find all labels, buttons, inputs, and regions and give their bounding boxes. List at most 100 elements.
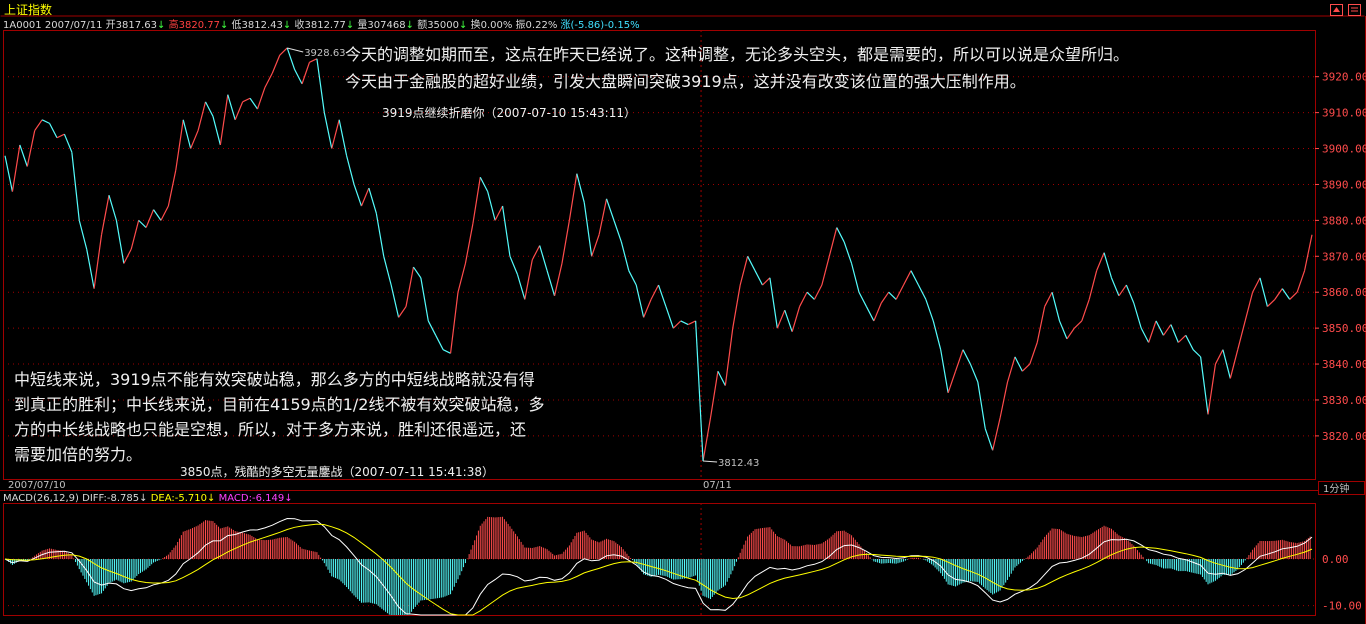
price-segment <box>754 270 763 286</box>
price-segment <box>962 349 971 365</box>
price-segment <box>93 234 103 289</box>
price-segment <box>524 259 533 300</box>
price-segment <box>672 320 682 329</box>
macd-value: -6.149 <box>251 493 285 504</box>
down-arrow-icon: ↓ <box>405 20 414 31</box>
price-tick-label: 3900.00 <box>1322 143 1366 156</box>
settings-icon[interactable] <box>1348 2 1362 16</box>
price-segment <box>197 101 207 131</box>
top-annotation-line: 今天由于金融股的超好业绩，引发大盘瞬间突破3919点，这并没有改变该位置的强大压… <box>345 72 1026 91</box>
price-panel-frame <box>3 30 1316 480</box>
bottom-annotation-line: 中短线来说，3919点不能有效突破站稳，那么多方的中短线战略就没有得 <box>14 370 535 389</box>
price-segment <box>895 284 905 300</box>
price-segment <box>86 249 95 289</box>
price-segment <box>598 198 608 235</box>
volume-value: 307468 <box>367 20 406 31</box>
price-segment <box>286 47 296 70</box>
price-segment <box>903 270 912 286</box>
price-tick-label: 3860.00 <box>1322 286 1366 299</box>
price-segment <box>138 219 147 228</box>
price-segment <box>1029 342 1038 365</box>
price-segment <box>724 328 734 386</box>
price-segment <box>762 277 771 286</box>
price-segment <box>338 119 348 156</box>
price-segment <box>1207 363 1217 415</box>
down-arrow-icon: ↓ <box>139 493 148 504</box>
price-segment <box>917 284 927 300</box>
price-segment <box>769 277 778 329</box>
price-segment <box>977 381 986 429</box>
price-segment <box>487 191 496 221</box>
down-arrow-icon: ↓ <box>459 20 468 31</box>
bottom-annotation-line: 方的中长线战略也只能是空想，所以，对于多方来说，胜利还很遥远，还 <box>14 420 526 439</box>
price-segment <box>1014 356 1023 372</box>
price-segment <box>1021 363 1031 372</box>
price-segment <box>271 54 281 74</box>
price-segment <box>1237 320 1246 350</box>
price-segment <box>353 184 363 207</box>
price-segment <box>145 209 155 228</box>
price-segment <box>11 144 21 192</box>
change-value: (-5.86)-0.15% <box>570 20 640 31</box>
price-segment <box>1140 327 1150 343</box>
price-segment <box>435 335 444 350</box>
price-segment <box>501 205 511 257</box>
price-segment <box>115 220 125 264</box>
price-tick-label: 3820.00 <box>1322 430 1366 443</box>
price-segment <box>628 270 637 286</box>
price-segment <box>4 155 14 192</box>
price-segment <box>806 291 815 300</box>
price-segment <box>546 270 556 296</box>
price-segment <box>1289 291 1298 300</box>
price-segment <box>1066 327 1075 340</box>
price-segment <box>1036 306 1046 343</box>
high-label: 高 <box>168 20 179 31</box>
dea-line <box>4 523 1313 616</box>
price-segment <box>1259 277 1269 307</box>
price-segment <box>264 72 273 88</box>
price-segment <box>249 97 258 110</box>
price-segment <box>576 173 585 203</box>
price-segment <box>1177 334 1187 343</box>
price-segment <box>843 241 853 264</box>
price-segment <box>1222 349 1231 379</box>
price-segment <box>234 101 244 121</box>
price-segment <box>888 291 897 300</box>
up-arrow-icon[interactable] <box>1330 2 1344 16</box>
price-segment <box>1267 298 1276 308</box>
bottom-annotation-caption: 3850点，残酷的多空无量鏖战（2007-07-11 15:41:38） <box>180 464 494 479</box>
price-segment <box>561 220 570 264</box>
down-arrow-icon: ↓ <box>157 20 166 31</box>
price-segment <box>204 101 214 117</box>
top-annotation-caption: 3919点继续折磨你（2007-07-10 15:43:11） <box>382 105 636 120</box>
price-segment <box>665 306 674 329</box>
price-segment <box>190 130 199 149</box>
dea-label: DEA: <box>150 493 175 504</box>
low-marker-leader <box>703 460 718 463</box>
volume-label: 量 <box>357 20 368 31</box>
price-segment <box>375 213 385 257</box>
title-bar: 上证指数 <box>0 0 1366 17</box>
price-segment <box>1073 320 1083 329</box>
price-segment <box>568 173 578 221</box>
diff-value: -8.785 <box>106 493 140 504</box>
price-segment <box>316 58 325 113</box>
price-segment <box>650 284 660 300</box>
price-tick-label: 3920.00 <box>1322 71 1366 84</box>
price-segment <box>383 256 392 286</box>
price-segment <box>940 349 949 393</box>
low-value: 3812.43 <box>241 20 283 31</box>
open-value: 3817.63 <box>115 20 158 31</box>
price-segment <box>1006 356 1016 383</box>
quote-date: 2007/07/11 <box>44 20 103 31</box>
stock-code: 1A0001 <box>3 20 42 31</box>
price-tick-label: 3870.00 <box>1322 250 1366 263</box>
price-segment <box>695 320 704 462</box>
price-segment <box>242 97 251 103</box>
price-segment <box>212 116 221 146</box>
price-tick-label: 3850.00 <box>1322 322 1366 335</box>
price-tick-label: 3830.00 <box>1322 394 1366 407</box>
price-segment <box>390 284 400 318</box>
price-segment <box>360 187 370 207</box>
period-label: 1分钟 <box>1323 482 1349 495</box>
